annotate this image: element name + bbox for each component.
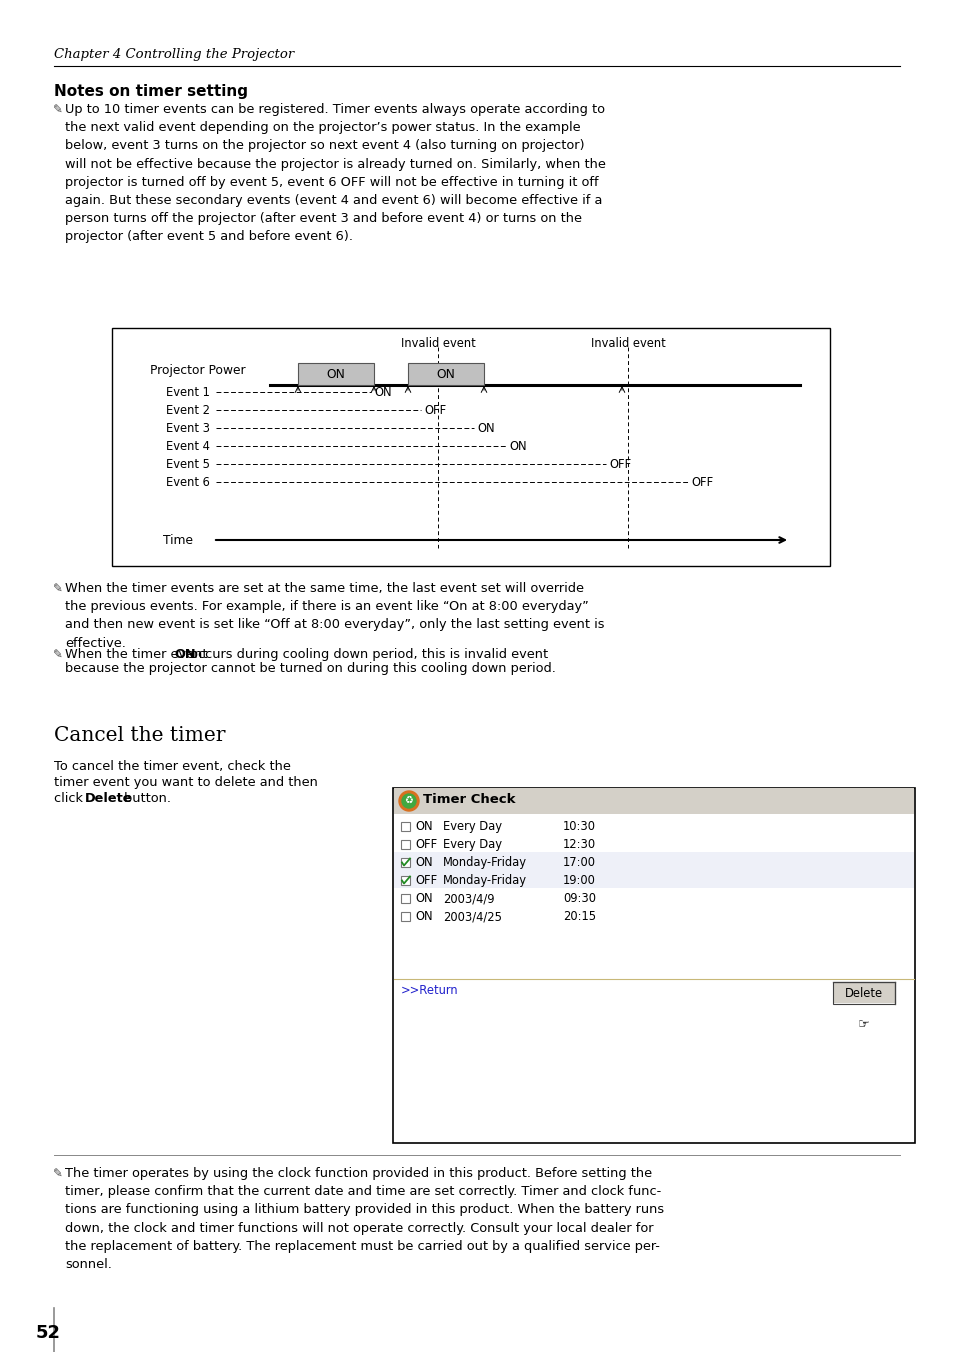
Text: ✎: ✎ [53,103,63,116]
Text: ON: ON [476,422,494,434]
Text: ✎: ✎ [53,648,63,661]
Text: Monday-Friday: Monday-Friday [442,856,526,869]
Text: OFF: OFF [608,457,631,470]
Bar [394,788,913,814]
Text: Cancel the timer: Cancel the timer [54,726,225,745]
Text: 20:15: 20:15 [562,910,596,923]
Text: Event 5: Event 5 [166,457,210,470]
Text: Timer Check: Timer Check [422,794,515,806]
Text: 12:30: 12:30 [562,838,596,850]
Bar [832,982,894,1005]
Text: When the timer event: When the timer event [65,648,212,661]
Bar [400,894,410,903]
Text: ON: ON [415,910,432,923]
Bar [400,911,410,921]
Bar [408,362,483,385]
Text: Every Day: Every Day [442,838,501,850]
Text: ON: ON [374,385,392,399]
Bar [394,817,913,834]
Text: ✎: ✎ [53,581,63,595]
Text: occurs during cooling down period, this is invalid event: occurs during cooling down period, this … [186,648,548,661]
Bar [832,982,894,1005]
Text: Event 6: Event 6 [166,476,210,488]
Bar [394,888,913,906]
Bar [394,834,913,852]
Text: OFF: OFF [690,476,713,488]
Text: Time: Time [163,534,193,546]
Text: ♻: ♻ [404,795,413,804]
Text: ON: ON [509,439,526,453]
Text: ON: ON [415,821,432,833]
Text: 2003/4/9: 2003/4/9 [442,892,494,904]
Text: 17:00: 17:00 [562,856,596,869]
Text: Invalid event: Invalid event [400,337,475,350]
Bar [394,869,913,888]
Text: OFF: OFF [415,838,436,850]
Text: Invalid event: Invalid event [590,337,664,350]
Text: Projector Power: Projector Power [150,364,246,377]
Text: 10:30: 10:30 [562,821,596,833]
Text: 19:00: 19:00 [562,873,596,887]
Text: The timer operates by using the clock function provided in this product. Before : The timer operates by using the clock fu… [65,1167,663,1271]
Bar [400,822,410,830]
Text: Event 2: Event 2 [166,403,210,416]
Text: Up to 10 timer events can be registered. Timer events always operate according t: Up to 10 timer events can be registered.… [65,103,605,243]
Text: Event 4: Event 4 [166,439,210,453]
Bar [394,852,913,869]
Text: 2003/4/25: 2003/4/25 [442,910,501,923]
Text: click: click [54,792,87,804]
Text: ON: ON [415,856,432,869]
Bar [400,840,410,849]
Text: Delete: Delete [844,987,882,1000]
Text: button.: button. [120,792,171,804]
Text: Event 3: Event 3 [166,422,210,434]
Text: ON: ON [436,368,455,380]
Text: timer event you want to delete and then: timer event you want to delete and then [54,776,317,790]
Text: Event 1: Event 1 [166,385,210,399]
Text: ☞: ☞ [857,1018,869,1032]
Text: OFF: OFF [423,403,446,416]
Text: 09:30: 09:30 [562,892,596,904]
Text: ✎: ✎ [53,1167,63,1180]
Bar [400,857,410,867]
Text: When the timer events are set at the same time, the last event set will override: When the timer events are set at the sam… [65,581,604,649]
Text: Every Day: Every Day [442,821,501,833]
Text: Notes on timer setting: Notes on timer setting [54,84,248,99]
Text: >>Return: >>Return [400,984,458,996]
Bar [394,906,913,923]
Text: 52: 52 [36,1324,61,1343]
Text: To cancel the timer event, check the: To cancel the timer event, check the [54,760,291,773]
Bar [400,876,410,884]
Text: ON: ON [326,368,345,380]
Circle shape [401,794,416,808]
Text: ON: ON [415,892,432,904]
Text: Chapter 4 Controlling the Projector: Chapter 4 Controlling the Projector [54,49,294,61]
Text: Monday-Friday: Monday-Friday [442,873,526,887]
Text: OFF: OFF [415,873,436,887]
Circle shape [398,791,418,811]
Bar [297,362,374,385]
Bar [393,788,914,1142]
Text: Delete: Delete [85,792,132,804]
Text: because the projector cannot be turned on during this cooling down period.: because the projector cannot be turned o… [65,662,556,675]
Bar [112,329,829,566]
Text: ON: ON [174,648,196,661]
